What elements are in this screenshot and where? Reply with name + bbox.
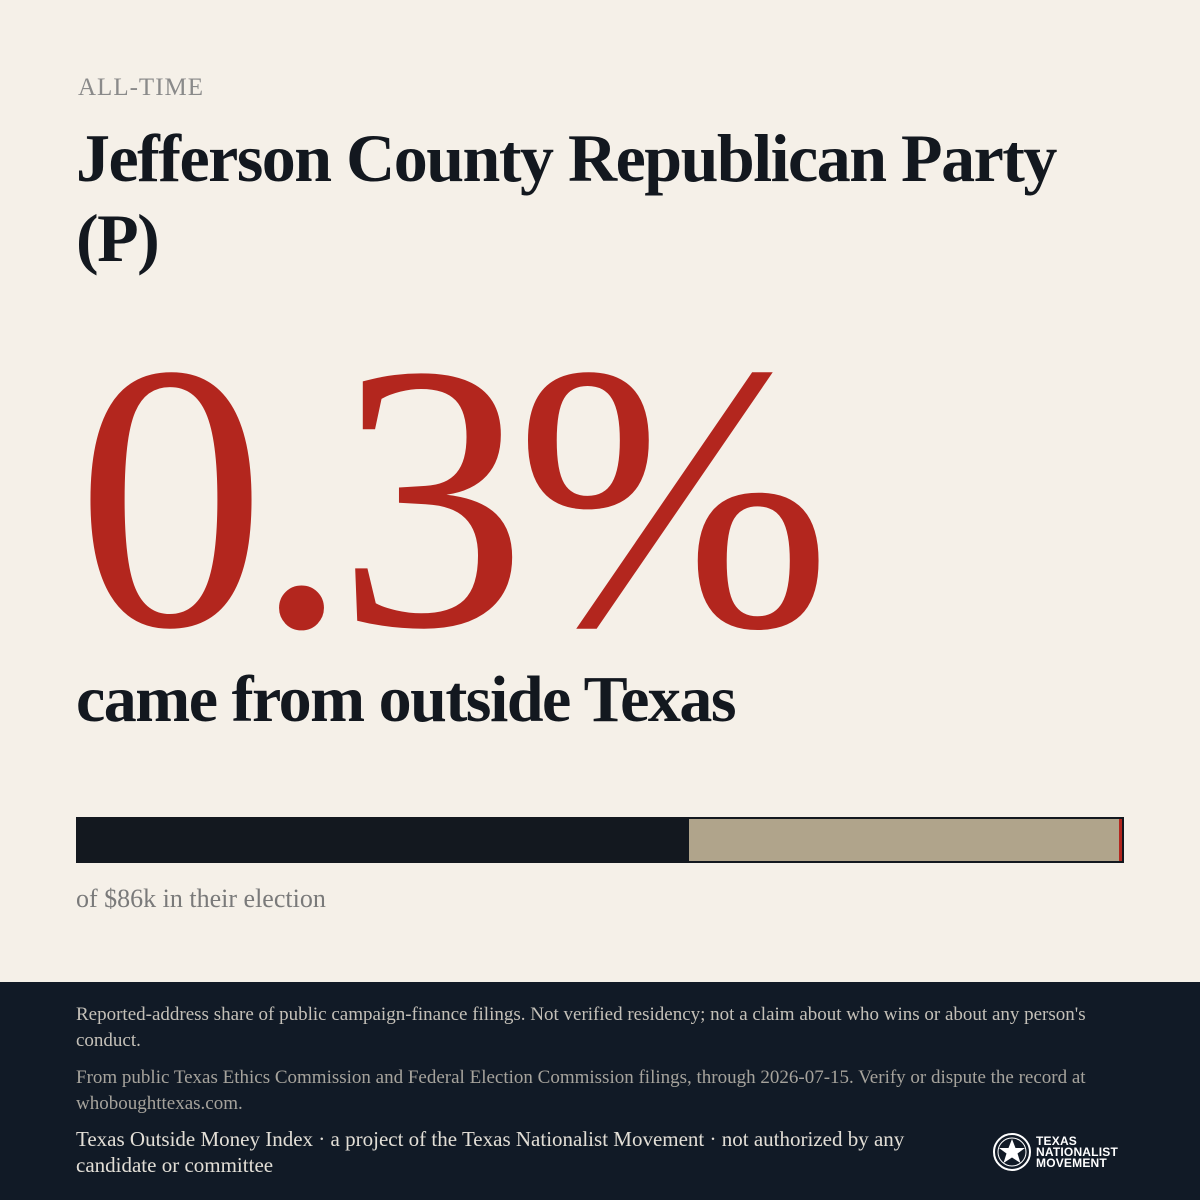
tnm-logo: TEXAS NATIONALIST MOVEMENT — [992, 1130, 1132, 1174]
share-bar — [76, 817, 1124, 863]
page-title: Jefferson County Republican Party (P) — [76, 120, 1057, 276]
footer-source: From public Texas Ethics Commission and … — [76, 1067, 1086, 1114]
period-label: ALL-TIME — [78, 74, 205, 101]
share-bar-tan-segment — [688, 819, 1119, 861]
logo-wordmark: TEXAS NATIONALIST MOVEMENT — [1036, 1133, 1118, 1170]
footer-credit: Texas Outside Money Index · a project of… — [76, 1127, 905, 1177]
footer-disclaimer: Reported-address share of public campaig… — [76, 1004, 1086, 1051]
total-raised-text: of $86k in their election — [76, 884, 326, 913]
logo-line-2: NATIONALIST — [1036, 1144, 1118, 1159]
share-bar-dark-segment — [78, 819, 689, 861]
outside-share-value: 0.3% — [76, 287, 832, 708]
share-bar-outside-segment — [1118, 819, 1122, 861]
star-seal-icon — [993, 1133, 1031, 1171]
logo-line-3: MOVEMENT — [1036, 1155, 1107, 1170]
outside-share-caption: came from outside Texas — [76, 663, 737, 736]
footer — [0, 982, 1200, 1200]
logo-line-1: TEXAS — [1036, 1133, 1078, 1148]
